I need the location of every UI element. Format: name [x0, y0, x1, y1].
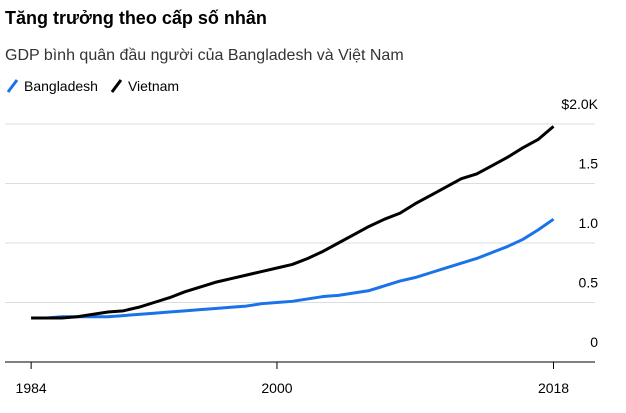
y-tick-label: 1.0	[579, 215, 599, 231]
legend: Bangladesh Vietnam	[6, 78, 179, 94]
x-tick-label: 2000	[261, 380, 292, 396]
series-line	[31, 125, 555, 320]
chart-title: Tăng trưởng theo cấp số nhân	[5, 8, 267, 28]
chart-subtitle: GDP bình quân đầu người của Bangladesh v…	[5, 47, 404, 64]
legend-label: Vietnam	[128, 78, 179, 94]
legend-swatch	[6, 79, 19, 93]
y-tick-label: 0.5	[579, 275, 599, 291]
legend-label: Bangladesh	[24, 78, 98, 94]
y-tick-label: 0	[590, 334, 598, 350]
x-tick-label: 2018	[538, 380, 569, 396]
y-tick-label: 1.5	[579, 156, 599, 172]
x-tick-label: 1984	[16, 380, 47, 396]
legend-swatch	[110, 79, 123, 93]
series-line	[31, 217, 555, 320]
y-tick-label: $2.0K	[561, 96, 598, 112]
